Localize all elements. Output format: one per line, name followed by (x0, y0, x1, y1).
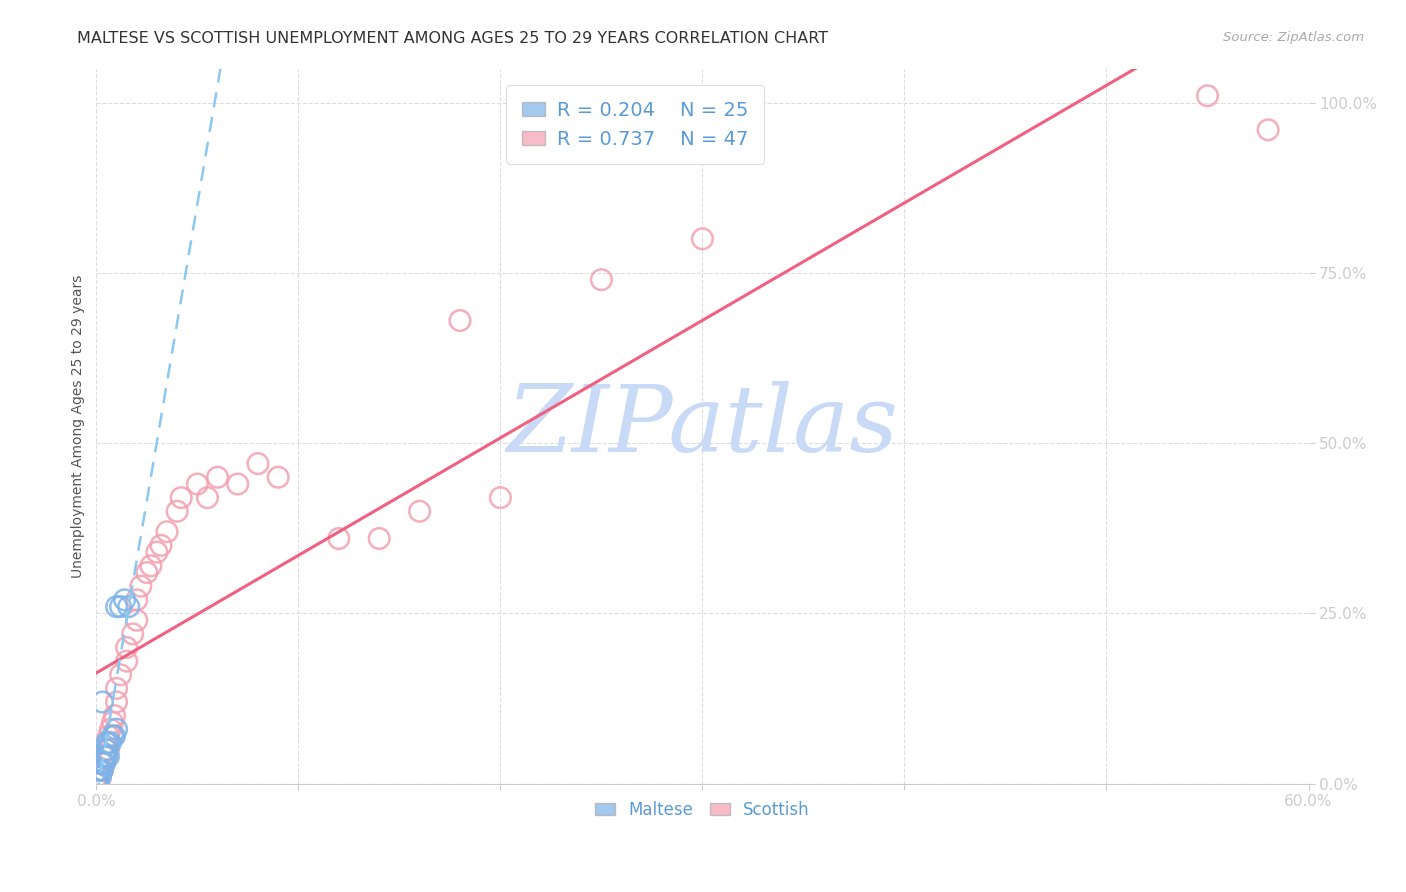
Point (110, 599, 132, 614)
Point (328, 532, 350, 546)
Point (97, 736, 120, 750)
Point (110, 667, 132, 681)
Point (96, 736, 118, 750)
Point (408, 504, 430, 518)
Point (156, 524, 179, 539)
Point (170, 491, 193, 505)
Point (692, 232, 714, 246)
Point (267, 470, 290, 484)
Point (105, 723, 128, 737)
Point (146, 545, 169, 559)
Point (97, 729, 120, 743)
Point (105, 681, 128, 696)
Legend: Maltese, Scottish: Maltese, Scottish (588, 794, 817, 825)
Point (97, 749, 120, 764)
Point (89, 763, 111, 777)
Point (101, 729, 124, 743)
Point (91, 763, 114, 777)
Point (246, 457, 269, 471)
Point (105, 599, 128, 614)
Point (89, 770, 111, 784)
Point (103, 729, 125, 743)
Point (103, 708, 125, 723)
Point (591, 273, 613, 287)
Point (97, 742, 120, 756)
Point (91, 695, 114, 709)
Point (489, 491, 512, 505)
Point (125, 592, 148, 607)
Point (89, 770, 111, 784)
Point (115, 654, 138, 668)
Point (93, 749, 115, 764)
Point (93, 756, 115, 771)
Point (87, 770, 110, 784)
Point (114, 592, 136, 607)
Point (150, 538, 173, 552)
Point (118, 599, 141, 614)
Point (129, 579, 152, 593)
Point (91, 763, 114, 777)
Point (96, 742, 118, 756)
Point (93, 749, 115, 764)
Point (87, 770, 110, 784)
Point (96, 749, 118, 764)
Point (91, 756, 114, 771)
Point (86, 773, 108, 788)
Point (139, 558, 162, 573)
Point (100, 736, 122, 750)
Point (186, 477, 208, 491)
Point (91, 756, 114, 771)
Point (100, 723, 122, 737)
Point (197, 491, 219, 505)
Point (166, 504, 188, 518)
Point (86, 777, 108, 791)
Point (87, 763, 110, 777)
Point (135, 566, 157, 580)
Point (115, 640, 138, 655)
Point (1257, 123, 1279, 137)
Point (226, 477, 249, 491)
Point (121, 627, 143, 641)
Text: Source: ZipAtlas.com: Source: ZipAtlas.com (1223, 31, 1364, 45)
Point (207, 470, 229, 484)
Point (368, 532, 391, 546)
Point (125, 613, 148, 627)
Point (105, 695, 128, 709)
Point (101, 715, 124, 730)
Point (93, 756, 115, 771)
Point (96, 749, 118, 764)
Y-axis label: Unemployment Among Ages 25 to 29 years: Unemployment Among Ages 25 to 29 years (72, 275, 86, 578)
Text: ZIPatlas: ZIPatlas (506, 381, 898, 471)
Point (86, 770, 108, 784)
Point (1197, 88, 1219, 103)
Point (89, 763, 111, 777)
Point (87, 773, 110, 788)
Point (449, 313, 471, 327)
Point (86, 777, 108, 791)
Text: MALTESE VS SCOTTISH UNEMPLOYMENT AMONG AGES 25 TO 29 YEARS CORRELATION CHART: MALTESE VS SCOTTISH UNEMPLOYMENT AMONG A… (77, 31, 828, 46)
Point (96, 742, 118, 756)
